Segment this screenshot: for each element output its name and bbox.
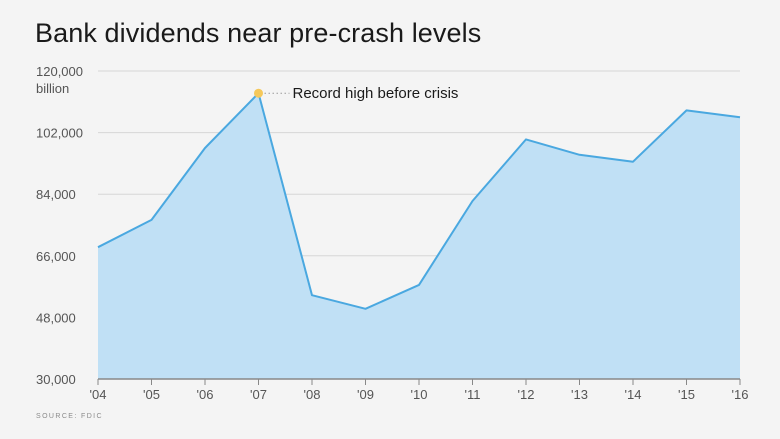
x-tick-label-0: '04 xyxy=(90,387,107,402)
data-points xyxy=(97,93,741,309)
x-tick-label-8: '12 xyxy=(518,387,535,402)
x-tick-label-11: '15 xyxy=(678,387,695,402)
x-tick-label-9: '13 xyxy=(571,387,588,402)
dividends-area xyxy=(98,93,740,379)
x-tick-label-12: '16 xyxy=(732,387,749,402)
chart-title: Bank dividends near pre-crash levels xyxy=(35,18,482,48)
annotation-text: Record high before crisis xyxy=(293,85,459,102)
x-tick-label-10: '14 xyxy=(625,387,642,402)
y-axis-unit-label: billion xyxy=(36,81,69,96)
y-tick-label-4: 102,000 xyxy=(36,126,83,141)
source-note: SOURCE: FDIC xyxy=(36,413,103,420)
x-tick-label-2: '06 xyxy=(197,387,214,402)
y-tick-label-0: 30,000 xyxy=(36,372,76,387)
y-tick-label-5: 120,000 xyxy=(36,64,83,79)
y-axis-ticks: 30,000 48,000 66,000 84,000 102,000 120,000 xyxy=(36,64,83,387)
x-tick-label-4: '08 xyxy=(304,387,321,402)
x-tick-label-1: '05 xyxy=(143,387,160,402)
y-tick-label-3: 84,000 xyxy=(36,187,76,202)
record-high-annotation: Record high before crisis xyxy=(254,85,458,102)
y-tick-label-2: 66,000 xyxy=(36,249,76,264)
x-axis-ticks: '04 '05 '06 '07 '08 '09 '10 '11 '12 '13 '14 '15 '16 xyxy=(90,379,749,402)
x-tick-label-3: '07 xyxy=(250,387,267,402)
y-tick-label-1: 48,000 xyxy=(36,310,76,325)
x-tick-label-5: '09 xyxy=(357,387,374,402)
x-tick-label-6: '10 xyxy=(411,387,428,402)
x-tick-label-7: '11 xyxy=(465,387,481,402)
